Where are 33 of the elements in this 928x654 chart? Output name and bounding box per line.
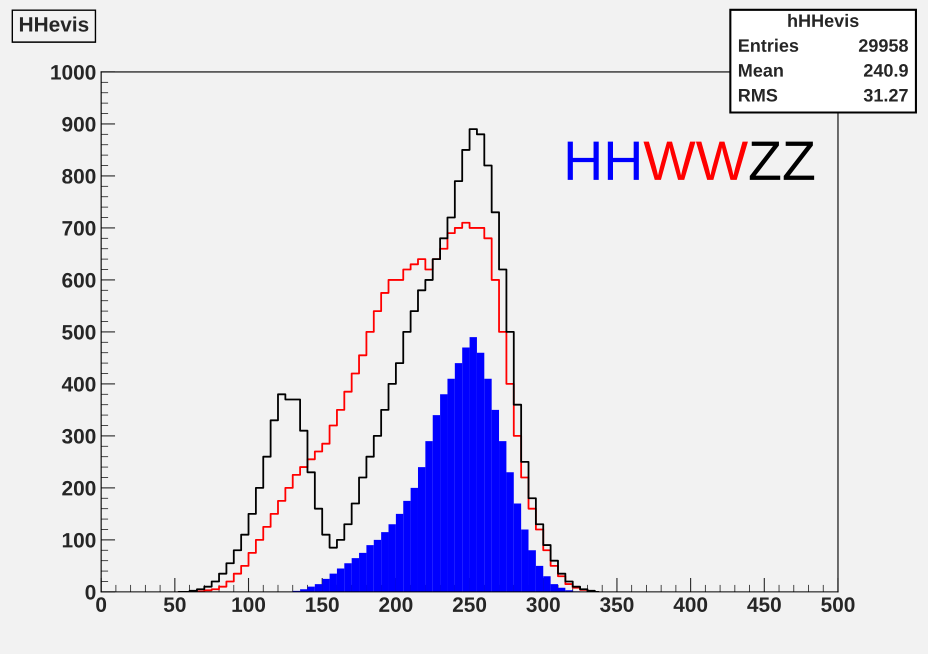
y-tick-label: 500 bbox=[62, 324, 96, 340]
x-tick-label: 500 bbox=[821, 597, 855, 612]
y-tick-label: 1000 bbox=[51, 64, 96, 80]
y-tick-label: 400 bbox=[62, 376, 96, 392]
x-tick-label: 0 bbox=[96, 597, 106, 612]
text: Entries bbox=[738, 38, 798, 52]
x-tick-label: 250 bbox=[452, 597, 486, 612]
x-tick-label: 450 bbox=[747, 597, 781, 612]
text: 29958 bbox=[858, 39, 908, 52]
text: 240.9 bbox=[864, 64, 908, 77]
y-tick-label: 600 bbox=[62, 272, 96, 288]
y-tick-label: 800 bbox=[62, 168, 96, 184]
y-tick-label: 200 bbox=[62, 480, 96, 496]
y-tick-label: 100 bbox=[62, 532, 96, 548]
text: WW bbox=[643, 142, 748, 180]
x-tick-label: 200 bbox=[379, 597, 412, 612]
y-tick-label: 900 bbox=[62, 116, 96, 132]
text: HH bbox=[568, 142, 639, 180]
x-tick-label: 350 bbox=[600, 597, 634, 612]
annotation: Mean bbox=[738, 64, 783, 77]
x-tick-label: 150 bbox=[306, 597, 339, 612]
y-tick-label: 700 bbox=[62, 220, 96, 236]
text: hHHevis bbox=[788, 14, 859, 28]
legend-label: ZZ bbox=[750, 142, 814, 180]
y-tick-label: 300 bbox=[62, 428, 96, 444]
x-tick-label: 100 bbox=[232, 597, 266, 612]
x-tick-label: 300 bbox=[526, 597, 560, 612]
x-tick-label: 400 bbox=[674, 597, 708, 612]
annotation: RMS bbox=[738, 88, 778, 102]
y-tick-label: 0 bbox=[86, 584, 96, 600]
x-tick-label: 50 bbox=[164, 597, 186, 612]
chart-title: HHevis bbox=[20, 16, 88, 32]
text: 31.27 bbox=[864, 88, 908, 102]
